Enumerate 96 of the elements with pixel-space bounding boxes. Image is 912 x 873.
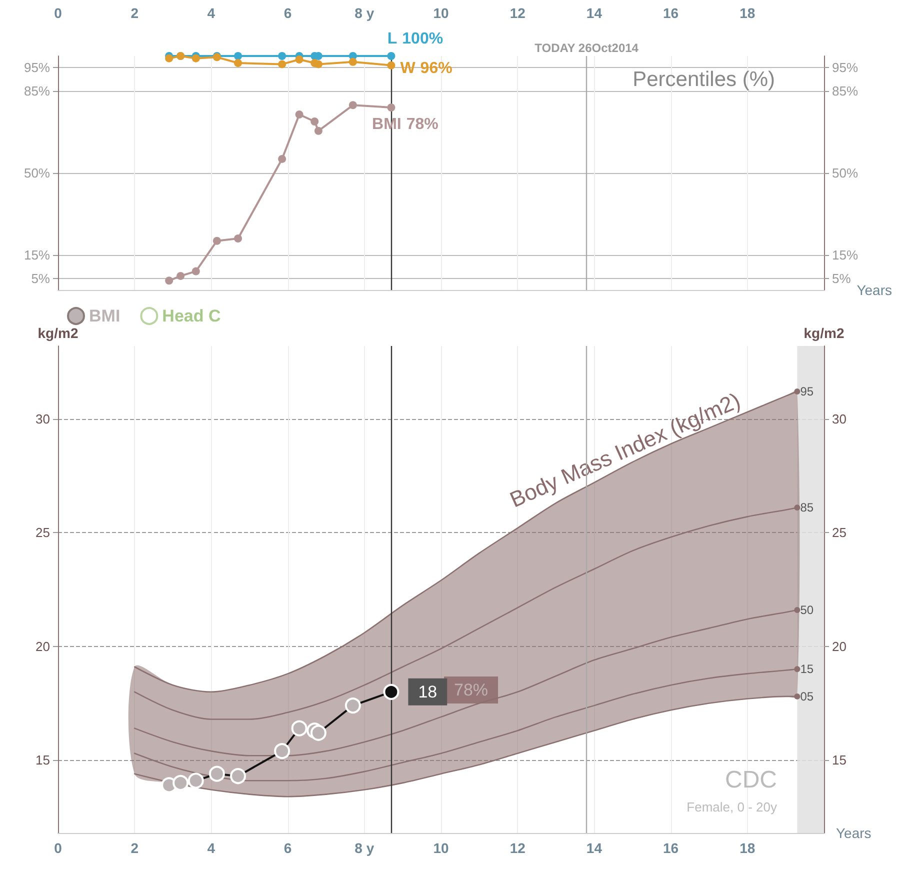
point	[274, 743, 290, 760]
point	[314, 60, 322, 68]
point	[794, 388, 800, 395]
x-axis-title: Years	[836, 825, 872, 841]
point	[192, 54, 200, 62]
point	[208, 766, 225, 782]
point	[794, 693, 800, 700]
x-tick-label: 16	[663, 840, 679, 856]
x-axis-title: Years	[856, 282, 892, 298]
y-tick-label: 50%	[24, 166, 50, 180]
y-tick-label: 20	[36, 638, 50, 654]
series-label: 95	[800, 384, 814, 399]
y2-tick-label: 15	[832, 752, 846, 768]
point	[310, 118, 319, 126]
point	[234, 52, 242, 60]
data-label: 78%	[406, 116, 438, 133]
point	[172, 774, 189, 791]
x-tick-label: 18	[740, 840, 756, 856]
series-label: W	[400, 60, 416, 77]
y-tick-label: 5%	[31, 270, 50, 286]
ref-line-label: TODAY 26Oct2014	[534, 41, 639, 55]
x-tick-label: 14	[586, 5, 602, 21]
x-tick-label: 14	[586, 840, 602, 856]
point	[387, 61, 396, 70]
series-label: 50	[800, 602, 814, 617]
x-tick-label: 4	[207, 5, 216, 21]
point	[291, 720, 308, 736]
point	[310, 724, 326, 741]
point	[176, 272, 185, 280]
x-tick-label: 2	[130, 5, 139, 21]
point	[234, 234, 242, 243]
data-label: 96%	[420, 60, 452, 77]
point	[295, 110, 304, 118]
point	[387, 52, 396, 60]
point	[383, 684, 400, 700]
point	[348, 101, 357, 110]
point	[344, 698, 361, 714]
y2-tick-label: 85%	[832, 84, 858, 99]
x-tick-label: 12	[510, 840, 526, 856]
x-tick-label: 2	[130, 840, 139, 856]
point	[188, 772, 204, 789]
y-axis-title: kg/m2	[38, 325, 78, 341]
series-label: 85	[800, 500, 814, 515]
point	[165, 276, 174, 285]
point	[295, 56, 304, 64]
x-tick-label: 10	[433, 840, 449, 856]
annotation: 78%	[454, 680, 488, 700]
y2-tick-label: 50%	[832, 166, 858, 180]
y-tick-label: 15	[36, 752, 50, 768]
point	[278, 52, 286, 60]
annotation: CDC	[725, 766, 777, 794]
y-tick-label: 95%	[24, 60, 50, 76]
x-tick-label: 6	[284, 840, 292, 856]
x-tick-label: 16	[663, 5, 679, 21]
data-label: 100%	[402, 30, 444, 48]
x-tick-label: 8 y	[354, 840, 374, 856]
point	[278, 60, 286, 68]
point	[192, 267, 200, 276]
x-tick-label: 4	[207, 840, 216, 856]
legend-label: Head C	[162, 306, 221, 326]
point	[165, 54, 174, 62]
x-tick-label: 12	[510, 5, 526, 21]
point	[794, 666, 800, 672]
point	[794, 606, 800, 613]
point	[234, 59, 242, 68]
point	[278, 154, 286, 163]
legend-label: BMI	[89, 306, 120, 326]
y2-axis-title: kg/m2	[804, 325, 844, 341]
point	[230, 768, 246, 784]
annotation: Female, 0 - 20y	[686, 800, 778, 814]
x-tick-label: 18	[740, 5, 756, 21]
y-tick-label: 85%	[24, 84, 50, 99]
y2-tick-label: 15%	[832, 247, 858, 262]
point	[314, 126, 322, 135]
series-label: 05	[800, 689, 814, 704]
y2-tick-label: 5%	[832, 270, 852, 286]
y2-tick-label: 95%	[832, 60, 858, 76]
series-label: L	[387, 30, 398, 48]
y2-tick-label: 25	[832, 525, 846, 540]
y-tick-label: 15%	[24, 247, 50, 262]
x-tick-label: 0	[54, 5, 62, 21]
y2-tick-label: 30	[832, 411, 846, 426]
text: Percentiles (%)	[632, 68, 776, 91]
y2-tick-label: 20	[832, 638, 846, 654]
x-tick-label: 6	[284, 5, 292, 21]
x-tick-label: 10	[433, 5, 449, 21]
x-tick-label: 0	[54, 840, 62, 856]
y-tick-label: 30	[36, 411, 50, 426]
point	[348, 58, 357, 66]
x-tick-label: 8 y	[354, 5, 374, 21]
series-label: 15	[800, 662, 814, 676]
point	[387, 103, 396, 112]
data-label: 18	[418, 682, 438, 702]
point	[794, 504, 800, 511]
y-tick-label: 25	[36, 525, 50, 540]
point	[212, 236, 221, 245]
